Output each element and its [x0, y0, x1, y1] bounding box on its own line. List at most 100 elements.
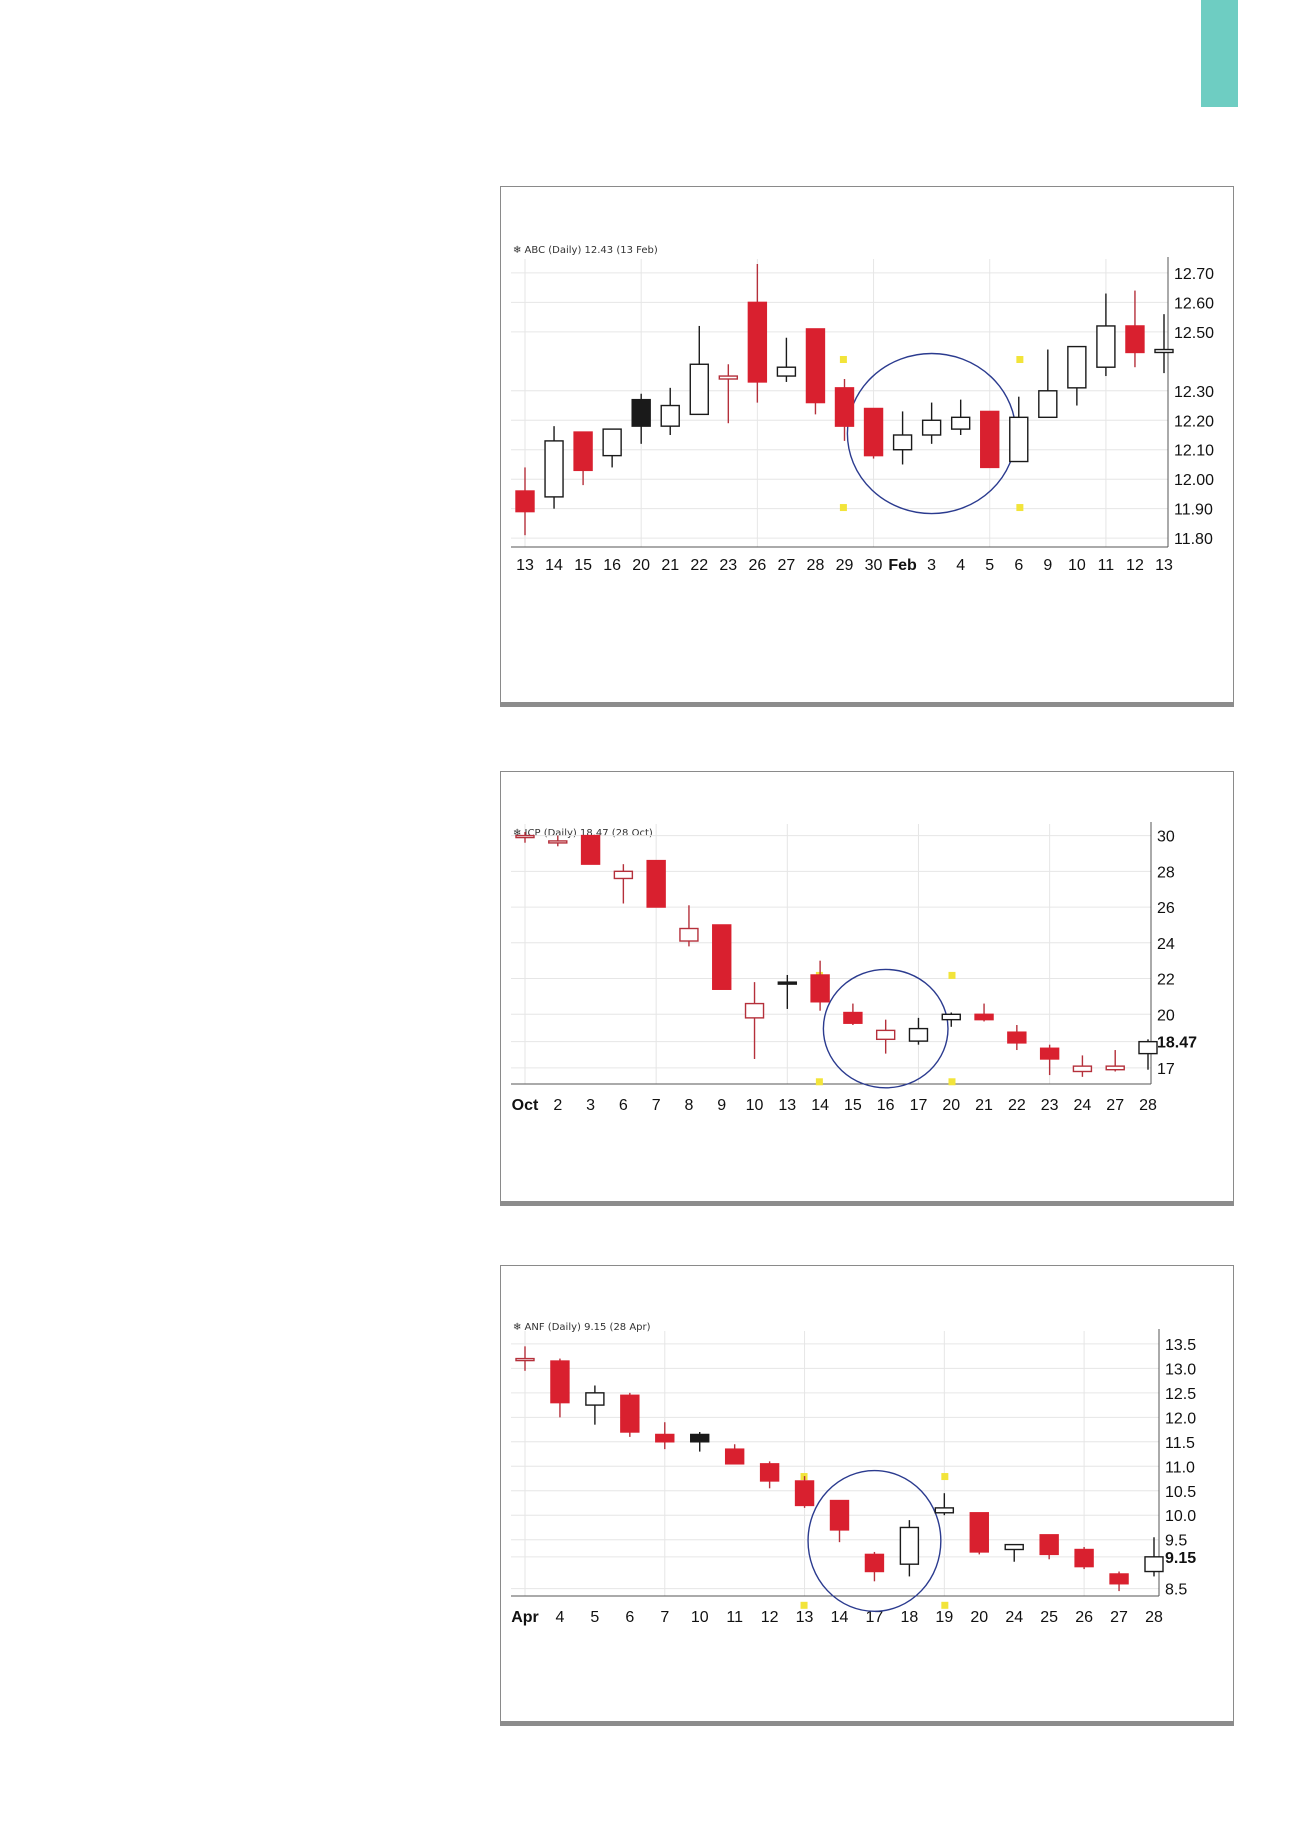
- jcp-x-tick-label: Oct: [512, 1097, 539, 1114]
- abc-x-tick-label: 21: [661, 557, 679, 574]
- abc-candle-body: [834, 387, 855, 427]
- abc-marker-dot: [839, 504, 847, 512]
- jcp-x-tick-label: 2: [553, 1097, 562, 1114]
- anf-y-tick-label: 10.5: [1165, 1484, 1196, 1501]
- anf-candle-body: [794, 1480, 815, 1507]
- jcp-candlestick-chart: ❄ JCP (Daily) 18.47 (28 Oct) 302826242220…: [511, 822, 1197, 1114]
- abc-candle-body: [689, 363, 709, 416]
- jcp-x-tick-label: 21: [975, 1097, 993, 1114]
- anf-y-tick-label: 13.0: [1165, 1361, 1196, 1378]
- jcp-ticker-title: ❄ JCP (Daily) 18.47 (28 Oct): [513, 828, 653, 839]
- abc-x-tick-label: 27: [778, 557, 796, 574]
- anf-candle-body: [690, 1433, 710, 1443]
- abc-candle-body: [1125, 325, 1145, 354]
- abc-candle-body: [631, 398, 651, 427]
- abc-y-tick-label: 12.50: [1174, 325, 1214, 342]
- jcp-candle-body: [548, 840, 568, 844]
- anf-pattern-circle: [807, 1469, 942, 1613]
- jcp-candle-body: [974, 1013, 994, 1021]
- jcp-candle-body: [613, 870, 634, 880]
- anf-candle-body: [934, 1507, 955, 1514]
- anf-x-tick-label: 12: [761, 1609, 779, 1626]
- anf-x-tick-label: 18: [900, 1609, 918, 1626]
- jcp-x-tick-label: 16: [877, 1097, 895, 1114]
- jcp-x-tick-label: 22: [1008, 1097, 1026, 1114]
- anf-x-tick-label: 17: [866, 1609, 884, 1626]
- abc-ticker-title: ❄ ABC (Daily) 12.43 (13 Feb): [513, 245, 658, 256]
- abc-candle-body: [602, 428, 622, 457]
- abc-x-tick-label: 4: [956, 557, 965, 574]
- anf-candle-body: [899, 1526, 920, 1565]
- anf-y-tick-label: 9.5: [1165, 1533, 1187, 1550]
- abc-x-tick-label: 29: [836, 557, 854, 574]
- jcp-candle-body: [908, 1027, 929, 1042]
- anf-candlestick-chart: ❄ ANF (Daily) 9.15 (28 Apr) 13.5 13.0 12.5 1…: [511, 1322, 1196, 1626]
- abc-x-tick-label: 22: [690, 557, 708, 574]
- abc-candle-body: [892, 434, 913, 451]
- anf-candle-body: [655, 1433, 675, 1443]
- jcp-y-tick-label: 18.47: [1157, 1035, 1197, 1052]
- abc-x-tick-label: 5: [985, 557, 994, 574]
- jcp-candle-body: [744, 1002, 765, 1019]
- abc-candle-body: [515, 490, 535, 513]
- abc-candle-body: [747, 301, 768, 383]
- abc-candle-body: [660, 404, 680, 427]
- abc-candle-body: [950, 416, 971, 430]
- jcp-candle-body: [1072, 1065, 1093, 1073]
- abc-x-tick-label: 26: [748, 557, 766, 574]
- abc-y-tick-label: 12.10: [1174, 443, 1214, 460]
- anf-x-tick-label: 13: [796, 1609, 814, 1626]
- abc-x-tick-label: 3: [927, 557, 936, 574]
- abc-x-tick-label: 9: [1043, 557, 1052, 574]
- page-tab-accent: [1201, 0, 1238, 107]
- abc-y-tick-label: 12.20: [1174, 413, 1214, 430]
- anf-x-tick-label: 24: [1005, 1609, 1023, 1626]
- jcp-candle-body: [1138, 1040, 1158, 1055]
- anf-candle-body: [1004, 1543, 1024, 1551]
- jcp-candle-body: [843, 1011, 863, 1024]
- anf-y-tick-label: 8.5: [1165, 1582, 1187, 1599]
- anf-x-tick-label: 6: [625, 1609, 634, 1626]
- jcp-y-tick-label: 20: [1157, 1007, 1175, 1024]
- anf-x-tick-label: 19: [935, 1609, 953, 1626]
- abc-marker-dot: [839, 356, 847, 364]
- anf-x-tick-label: 11: [726, 1609, 743, 1626]
- anf-candle-body: [515, 1357, 535, 1362]
- jcp-candle-body: [1007, 1031, 1027, 1044]
- abc-x-tick-label: 28: [807, 557, 825, 574]
- jcp-x-tick-label: 3: [586, 1097, 595, 1114]
- abc-candle-body: [863, 407, 884, 457]
- jcp-x-tick-label: 13: [778, 1097, 796, 1114]
- jcp-candle-body: [712, 924, 732, 990]
- abc-marker-dot: [1016, 504, 1024, 512]
- anf-x-tick-label: 27: [1110, 1609, 1128, 1626]
- anf-candle-body: [620, 1394, 640, 1433]
- abc-y-tick-label: 12.30: [1174, 384, 1214, 401]
- jcp-candle-body: [777, 981, 798, 985]
- jcp-candle-body: [875, 1029, 896, 1041]
- anf-y-tick-label: 13.5: [1165, 1337, 1196, 1354]
- jcp-x-tick-label: 27: [1106, 1097, 1124, 1114]
- abc-x-tick-label: 23: [719, 557, 737, 574]
- abc-candle-body: [980, 410, 1000, 469]
- abc-x-tick-label: 20: [632, 557, 650, 574]
- anf-chart-frame: ❄ ANF (Daily) 9.15 (28 Apr) 13.5 13.0 12.5 1…: [500, 1265, 1234, 1726]
- abc-x-tick-label: 15: [574, 557, 592, 574]
- abc-y-tick-label: 12.60: [1174, 295, 1214, 312]
- anf-marker-dot: [941, 1601, 949, 1609]
- jcp-candle-body: [580, 834, 601, 865]
- anf-x-tick-label: 26: [1075, 1609, 1093, 1626]
- jcp-y-tick-label: 28: [1157, 864, 1175, 881]
- jcp-x-tick-label: 10: [746, 1097, 764, 1114]
- anf-y-tick-label: 11.5: [1165, 1435, 1195, 1452]
- jcp-x-tick-label: 6: [619, 1097, 628, 1114]
- abc-candle-body: [805, 328, 826, 404]
- jcp-y-tick-label: 17: [1157, 1061, 1175, 1078]
- anf-x-tick-label: 10: [691, 1609, 709, 1626]
- anf-marker-dot: [941, 1473, 949, 1481]
- anf-y-tick-label: 9.15: [1165, 1550, 1196, 1567]
- abc-x-tick-label: 11: [1098, 557, 1115, 574]
- anf-y-tick-label: 12.0: [1165, 1410, 1196, 1427]
- jcp-x-tick-label: 20: [942, 1097, 960, 1114]
- jcp-x-tick-label: 14: [811, 1097, 829, 1114]
